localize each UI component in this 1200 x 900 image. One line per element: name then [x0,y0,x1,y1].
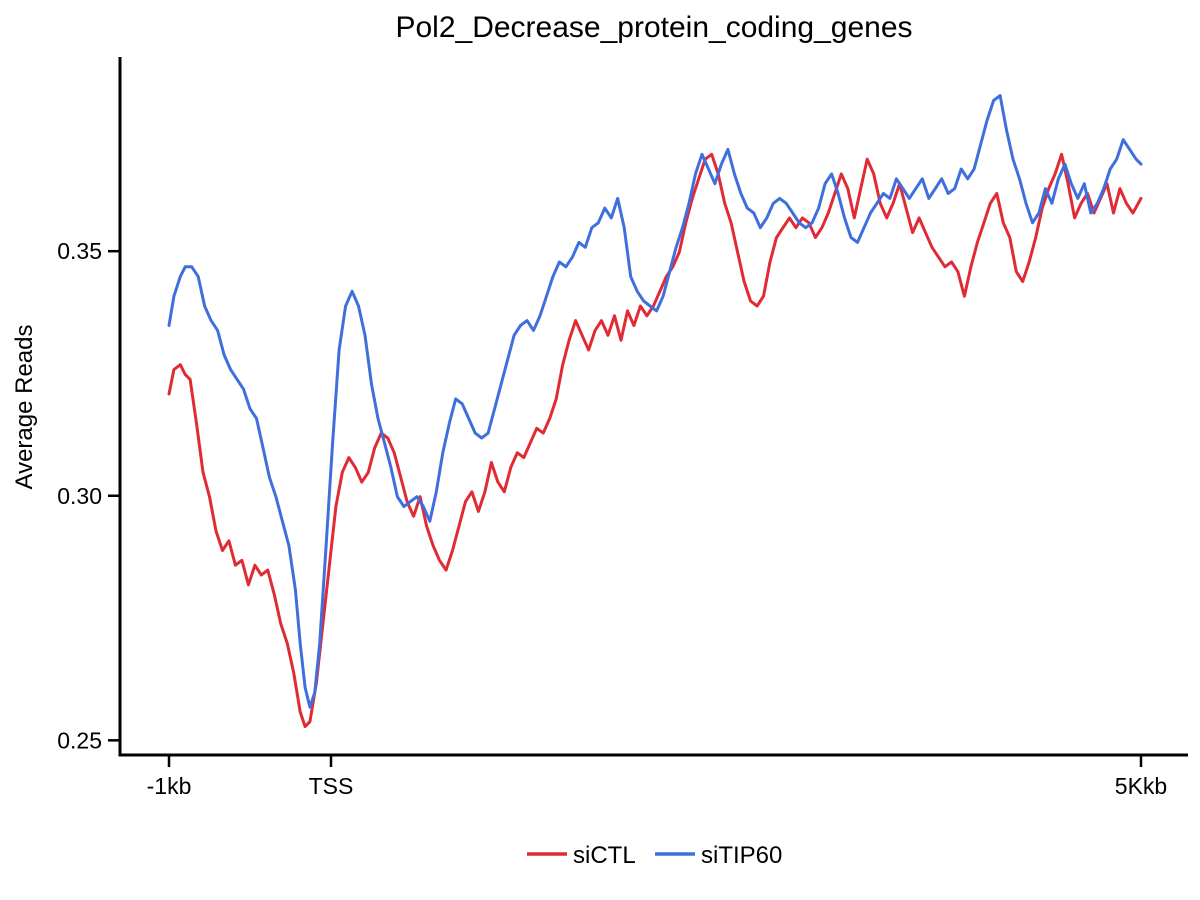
series-layer [167,94,1143,729]
x-tick-label: -1kb [147,773,192,799]
legend-label-sitip60: siTIP60 [701,842,782,869]
chart-title: Pol2_Decrease_protein_coding_genes [395,11,912,44]
x-ticks: -1kb TSS 5Kkb [147,755,1167,799]
x-tick-label: TSS [309,773,354,799]
series-line-sitip60 [167,94,1143,709]
y-tick-label: 0.30 [57,483,102,509]
y-axis-label: Average Reads [11,325,38,490]
legend-label-sictl: siCTL [573,842,636,869]
x-tick-label: 5Kkb [1115,773,1167,799]
legend: siCTL siTIP60 [527,842,782,869]
y-ticks: 0.25 0.30 0.35 [57,238,120,753]
series-line-sictl [167,152,1143,729]
y-tick-label: 0.25 [57,727,102,753]
y-tick-label: 0.35 [57,238,102,264]
